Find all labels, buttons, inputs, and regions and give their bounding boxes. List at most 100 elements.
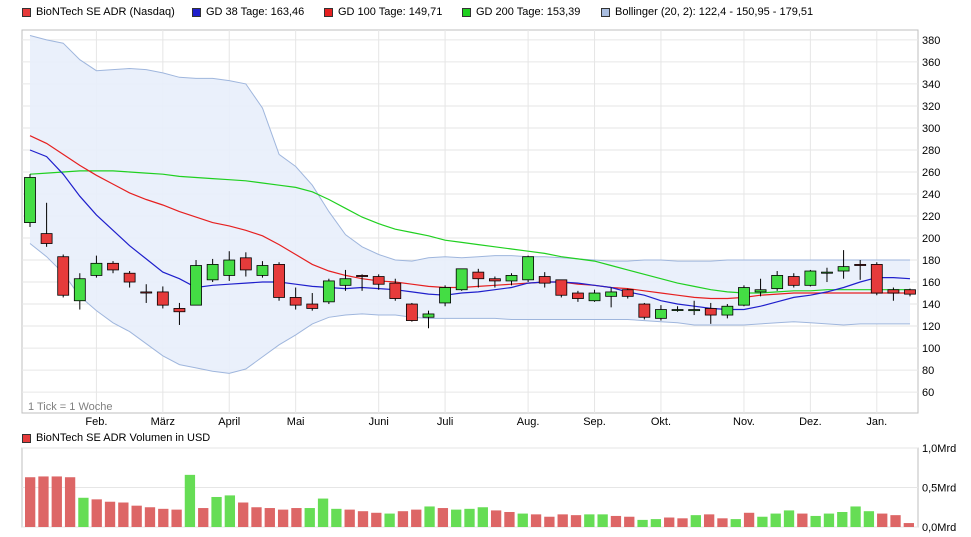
- candle: [356, 274, 368, 291]
- candle-body: [289, 297, 302, 306]
- legend-item-gd100: GD 100 Tage: 149,71: [324, 6, 442, 18]
- candle-body: [24, 177, 36, 224]
- candle: [422, 310, 435, 329]
- candle-body: [821, 271, 833, 274]
- price-y-tick-label: 300: [922, 123, 940, 135]
- price-y-tick-label: 100: [922, 343, 940, 355]
- candle-body: [156, 291, 169, 306]
- volume-bar: [91, 499, 102, 527]
- candle: [538, 272, 551, 288]
- candle-body: [854, 264, 867, 266]
- volume-legend: BioNTech SE ADR Volumen in USD: [22, 432, 210, 444]
- candle-body: [372, 276, 385, 285]
- candle: [223, 251, 236, 281]
- volume-bar: [184, 474, 196, 527]
- candle: [754, 278, 767, 297]
- candle: [472, 268, 485, 288]
- candle: [870, 262, 883, 296]
- volume-bar: [437, 508, 449, 527]
- candle: [588, 289, 601, 302]
- volume-bar: [624, 516, 635, 527]
- gd100-line: [29, 135, 910, 300]
- candle-body: [57, 256, 70, 296]
- candle-body: [107, 262, 119, 271]
- legend-item-gd38: GD 38 Tage: 163,46: [192, 6, 304, 18]
- volume-bar: [530, 514, 542, 527]
- candle-body: [588, 292, 601, 302]
- volume-bar: [144, 507, 156, 527]
- volume-bar: [238, 502, 249, 527]
- candle: [190, 260, 202, 306]
- candle-body: [439, 287, 451, 304]
- candle: [90, 255, 103, 278]
- volume-bar: [557, 514, 568, 527]
- volume-bar: [797, 513, 808, 527]
- price-y-tick-label: 60: [922, 387, 934, 399]
- candle-body: [638, 303, 651, 318]
- volume-bar: [131, 505, 142, 527]
- legend-swatch-gd100: [324, 7, 333, 17]
- candle: [837, 250, 850, 279]
- volume-bar: [783, 510, 795, 527]
- legend-item-bollinger: Bollinger (20, 2): 122,4 - 150,95 - 179,…: [601, 6, 813, 18]
- volume-bar: [677, 518, 688, 527]
- candle-body: [455, 268, 468, 291]
- volume-bar: [717, 518, 728, 527]
- candle: [655, 305, 667, 321]
- candle-body: [73, 278, 86, 302]
- price-y-tick-label: 340: [922, 79, 940, 91]
- volume-bar: [544, 516, 555, 527]
- candle: [289, 287, 302, 310]
- candle-body: [655, 309, 667, 319]
- volume-axes: 0,0Mrd 0,5Mrd 1,0Mrd: [922, 443, 956, 534]
- candle-body: [522, 256, 535, 281]
- legend-item-gd200: GD 200 Tage: 153,39: [462, 6, 580, 18]
- price-x-tick-label: Feb.: [85, 416, 107, 428]
- volume-bar: [664, 517, 675, 527]
- candle: [439, 285, 451, 307]
- volume-bar: [690, 515, 701, 527]
- candle-body: [489, 278, 501, 282]
- candle: [738, 285, 750, 307]
- candle-body: [671, 309, 684, 311]
- candle-body: [688, 309, 701, 312]
- volume-bar: [158, 508, 169, 527]
- legend-label-bollinger: Bollinger (20, 2): 122,4 - 150,95 - 179,…: [615, 6, 814, 18]
- volume-bar: [743, 512, 755, 527]
- candle: [273, 262, 285, 301]
- candle-body: [389, 282, 402, 299]
- candle: [256, 261, 269, 278]
- legend-item-price: BioNTech SE ADR (Nasdaq): [22, 6, 175, 18]
- volume-bar: [810, 515, 821, 527]
- volume-legend-label: BioNTech SE ADR Volumen in USD: [36, 432, 211, 444]
- candlesticks: [24, 174, 916, 329]
- candle-body: [306, 303, 319, 309]
- candle-body: [704, 308, 717, 316]
- volume-bar: [331, 508, 342, 527]
- volume-bar: [357, 511, 369, 527]
- price-x-tick-label: Jan.: [866, 416, 887, 428]
- price-y-tick-label: 360: [922, 57, 940, 69]
- candle: [455, 268, 468, 291]
- volume-bar: [850, 506, 861, 527]
- candle: [489, 276, 501, 288]
- candle: [372, 274, 385, 290]
- legend-swatch-price: [22, 7, 31, 17]
- candle-body: [422, 313, 435, 318]
- volume-bar: [424, 506, 435, 527]
- candle: [156, 286, 169, 309]
- price-x-tick-label: März: [151, 416, 175, 428]
- candle: [173, 302, 186, 325]
- candle-body: [140, 291, 153, 294]
- volume-bar: [477, 507, 488, 527]
- volume-bar: [903, 523, 914, 527]
- candle-body: [505, 275, 518, 282]
- price-y-tick-label: 120: [922, 321, 940, 333]
- volume-bar: [770, 513, 781, 527]
- volume-bar: [78, 497, 89, 527]
- candle-body: [804, 270, 817, 286]
- price-x-tick-label: Okt.: [651, 416, 671, 428]
- volume-y-tick-label: 0,0Mrd: [922, 522, 956, 534]
- candle: [306, 293, 319, 311]
- volume-bar: [637, 519, 648, 527]
